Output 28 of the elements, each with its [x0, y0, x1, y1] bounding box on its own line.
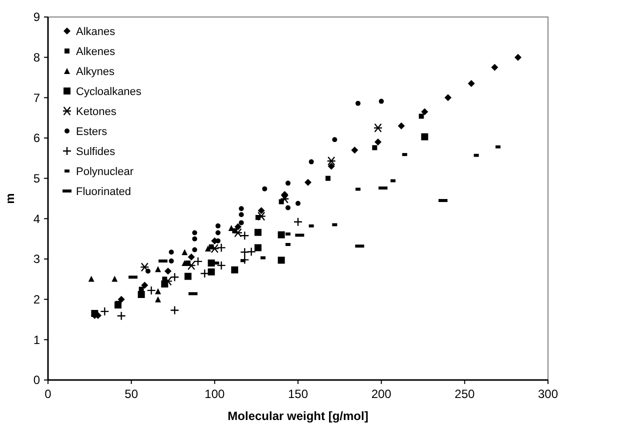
legend-label: Ketones — [76, 106, 117, 118]
y-tick-label: 0 — [33, 373, 40, 388]
x-tick-label: 150 — [288, 387, 308, 401]
y-tick-label: 5 — [33, 172, 40, 186]
x-tick-label: 100 — [204, 387, 225, 401]
y-tick-label: 7 — [33, 90, 40, 105]
legend-label: Esters — [76, 126, 108, 138]
y-tick-label: 6 — [33, 131, 40, 146]
legend-label: Sulfides — [76, 146, 116, 158]
y-tick-label: 9 — [33, 10, 40, 24]
x-axis-title: Molecular weight [g/mol] — [228, 409, 368, 423]
x-tick-label: 300 — [538, 387, 558, 401]
x-tick-label: 0 — [44, 387, 52, 401]
legend-label: Cycloalkanes — [76, 86, 142, 98]
x-tick-label: 200 — [371, 387, 392, 401]
legend-label: Alkenes — [76, 46, 116, 58]
legend-label: Alkynes — [76, 66, 116, 78]
y-tick-label: 2 — [33, 292, 40, 307]
x-tick-label: 250 — [454, 387, 475, 401]
legend-label: Alkanes — [76, 26, 116, 38]
y-tick-label: 4 — [33, 212, 40, 226]
legend-label: Fluorinated — [76, 186, 132, 198]
x-tick-label: 50 — [124, 387, 138, 401]
legend-label: Polynuclear — [76, 166, 134, 178]
y-tick-label: 3 — [33, 252, 40, 266]
y-axis-title: m — [3, 193, 17, 204]
y-tick-label: 8 — [33, 50, 40, 65]
y-tick-label: 1 — [33, 332, 40, 347]
